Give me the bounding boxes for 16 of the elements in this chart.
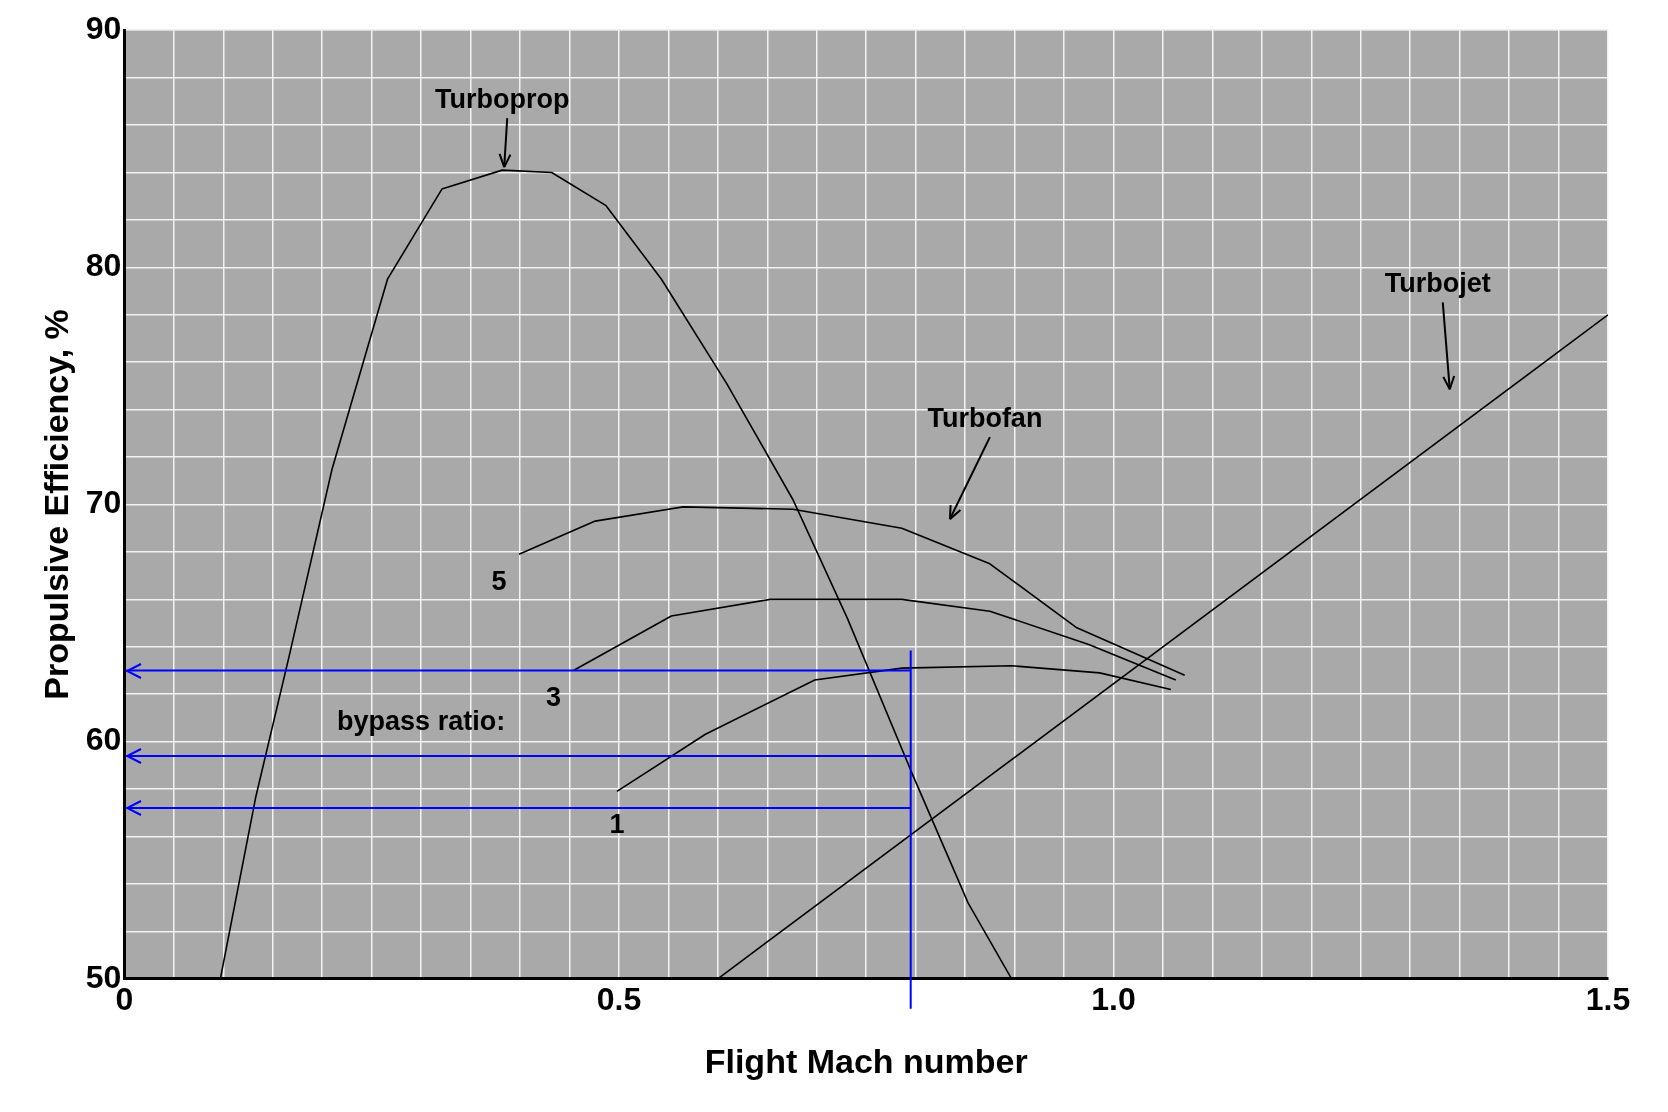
annotation: bypass ratio:: [337, 706, 506, 737]
text: Turbojet: [1384, 267, 1491, 298]
text: Turboprop: [434, 83, 570, 114]
series-label: 3: [545, 681, 561, 712]
x-axis-title: Flight Mach number: [704, 1041, 1028, 1080]
y-axis-title: Propulsive Efficiency, %: [36, 309, 75, 700]
annotation: Turbofan: [927, 402, 1043, 433]
y-tick-label: 70: [85, 484, 122, 521]
y-tick-label: 80: [85, 247, 122, 284]
series-label: 5: [491, 565, 507, 596]
x-tick-label: 0.5: [596, 980, 642, 1017]
y-tick-label: 90: [85, 10, 122, 47]
x-tick-label: 1.5: [1585, 980, 1631, 1017]
x-tick-label: 1.0: [1091, 980, 1136, 1017]
y-tick-label: 60: [85, 721, 122, 758]
series-label: 1: [609, 808, 625, 839]
